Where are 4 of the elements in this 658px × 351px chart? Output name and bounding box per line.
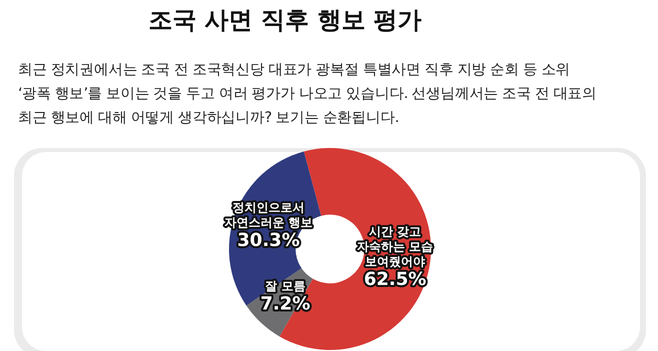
chart-title: 조국 사면 직후 행보 평가 [147, 5, 423, 36]
chart-subtitle: 최근 정치권에서는 조국 전 조국혁신당 대표가 광복절 특별사면 직후 지방 순회 등 소위 ‘광폭 행보’를 보이는 것을 두고 여러 평가가 나오고 있습니다. 선생님께서는 조국 전 대표의 최근 행보에 대해 어떻게 생각하십니까? 보기는 순환됩니다. [18, 61, 597, 128]
slice-label: 잘 모름 [265, 279, 306, 294]
data-label: 62.5% [364, 269, 426, 290]
